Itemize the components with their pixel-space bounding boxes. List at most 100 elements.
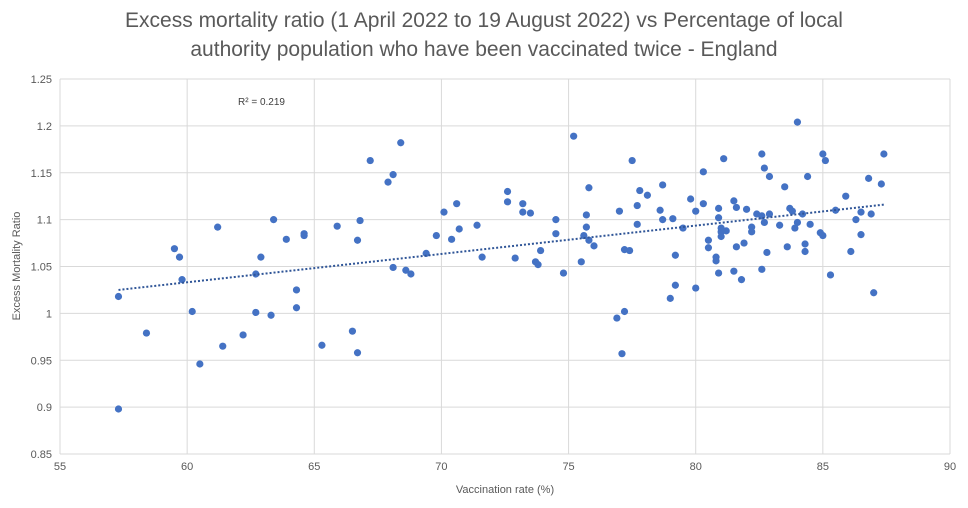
- x-tick-label: 70: [435, 461, 447, 473]
- data-point: [582, 223, 590, 231]
- data-point: [704, 244, 713, 252]
- x-tick-label: 60: [181, 461, 193, 473]
- data-point: [852, 216, 860, 224]
- data-point: [519, 200, 527, 208]
- data-point: [857, 231, 865, 239]
- data-point: [503, 198, 512, 206]
- data-point: [659, 216, 667, 224]
- data-point: [353, 236, 362, 244]
- data-point: [613, 314, 621, 322]
- data-point: [765, 172, 774, 181]
- data-point: [552, 216, 560, 224]
- data-point: [318, 341, 326, 349]
- gridlines: [59, 78, 951, 455]
- data-point: [783, 243, 791, 251]
- data-point: [270, 216, 278, 224]
- data-point: [397, 139, 405, 147]
- x-axis-title: Vaccination rate (%): [456, 484, 554, 496]
- data-point: [732, 203, 741, 212]
- data-point: [282, 235, 290, 243]
- data-point: [559, 269, 568, 277]
- data-point: [582, 211, 590, 219]
- data-point: [870, 289, 878, 297]
- data-point: [175, 253, 184, 261]
- data-point: [188, 307, 196, 316]
- data-point: [519, 208, 527, 216]
- r-squared-label: R² = 0.219: [238, 97, 285, 108]
- data-points: [114, 118, 888, 413]
- y-tick-label: 1.05: [31, 262, 52, 274]
- data-point: [366, 156, 374, 165]
- data-point: [712, 257, 720, 265]
- data-point: [847, 247, 855, 256]
- data-point: [402, 266, 410, 274]
- data-point: [760, 164, 768, 172]
- data-point: [730, 197, 738, 205]
- chart-title: Excess mortality ratio (1 April 2022 to …: [0, 6, 968, 64]
- data-point: [760, 218, 768, 227]
- chart-title-line-2: authority population who have been vacci…: [190, 38, 778, 61]
- y-axis-title: Excess Mortality Ratio: [11, 212, 23, 321]
- data-point: [353, 349, 362, 357]
- data-point: [692, 284, 700, 292]
- data-point: [732, 243, 741, 251]
- data-point: [580, 231, 588, 240]
- data-point: [720, 155, 728, 163]
- data-point: [826, 271, 835, 279]
- data-point: [615, 207, 624, 215]
- data-point: [671, 281, 679, 289]
- data-point: [448, 235, 456, 243]
- data-point: [791, 224, 799, 232]
- data-point: [526, 209, 535, 217]
- data-point: [715, 269, 723, 277]
- data-point: [758, 265, 766, 273]
- data-point: [659, 181, 667, 189]
- data-point: [252, 308, 260, 317]
- x-tick-label: 55: [54, 461, 66, 473]
- data-point: [742, 205, 751, 213]
- data-point: [740, 239, 748, 247]
- data-point: [590, 242, 598, 250]
- data-point: [819, 150, 827, 158]
- data-point: [356, 216, 364, 225]
- data-point: [585, 236, 593, 244]
- data-point: [219, 342, 227, 350]
- x-tick-label: 75: [562, 461, 574, 473]
- data-point: [776, 221, 784, 229]
- data-point: [552, 230, 560, 238]
- data-point: [669, 215, 677, 223]
- data-point: [618, 350, 626, 358]
- data-point: [620, 307, 629, 316]
- data-point: [704, 236, 713, 244]
- data-point: [715, 204, 723, 212]
- data-point: [865, 174, 873, 182]
- data-point: [534, 261, 542, 269]
- data-point: [577, 258, 585, 266]
- data-point: [348, 327, 357, 335]
- data-point: [633, 220, 641, 228]
- y-tick-label: 1.15: [31, 168, 52, 180]
- data-point: [626, 246, 634, 255]
- data-point: [214, 223, 222, 231]
- data-point: [537, 246, 545, 255]
- data-point: [170, 245, 179, 253]
- data-point: [699, 168, 707, 176]
- data-point: [781, 183, 789, 191]
- data-point: [699, 200, 707, 208]
- y-tick-label: 1.1: [37, 215, 52, 227]
- data-point: [758, 150, 766, 158]
- data-point: [422, 249, 430, 257]
- data-point: [114, 405, 123, 413]
- data-point: [748, 223, 756, 231]
- data-point: [687, 195, 695, 203]
- data-point: [570, 132, 578, 140]
- data-point: [333, 222, 341, 230]
- data-point: [793, 218, 802, 227]
- data-point: [763, 248, 771, 257]
- data-point: [239, 331, 247, 339]
- data-point: [407, 270, 415, 278]
- y-tick-label: 0.9: [37, 402, 52, 414]
- data-point: [842, 192, 850, 200]
